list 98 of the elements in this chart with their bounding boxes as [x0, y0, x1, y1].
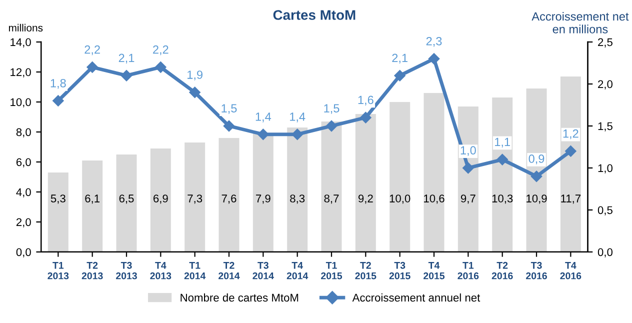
- bar: [424, 92, 444, 252]
- point: [565, 146, 576, 157]
- legend-label: Accroissement annuel net: [352, 293, 480, 302]
- x-tick-label: T3 2015: [389, 262, 410, 280]
- bar: [526, 88, 547, 252]
- data-label: 1,0: [460, 146, 476, 156]
- data-label: 11,7: [561, 194, 581, 204]
- data-label: 9,7: [460, 194, 476, 204]
- data-label: 10,0: [390, 194, 410, 204]
- point: [360, 112, 372, 124]
- point: [52, 95, 64, 106]
- point: [462, 162, 474, 174]
- data-label: 10,3: [492, 194, 513, 204]
- x-tick-label: T4 2013: [150, 262, 172, 280]
- data-label: 0,9: [528, 154, 544, 164]
- y2-tick-label: 0,0: [598, 248, 612, 258]
- bar: [252, 133, 274, 252]
- bar: [184, 142, 206, 252]
- data-label: 6,9: [154, 194, 168, 204]
- x-tick-label: T1 2015: [321, 262, 342, 280]
- y-axis-title: millions: [8, 24, 43, 32]
- data-label: 8,7: [324, 194, 339, 204]
- data-label: 10,9: [526, 194, 547, 204]
- y-tick-label: 6,0: [16, 158, 31, 168]
- chart-title: Cartes MtoM: [273, 10, 356, 20]
- y-tick-label: 12,0: [10, 68, 31, 78]
- point: [189, 86, 200, 98]
- data-label: 2,2: [153, 45, 168, 56]
- data-label: 7,6: [222, 194, 236, 204]
- data-label: 2,2: [84, 45, 100, 56]
- bar: [82, 160, 103, 252]
- point: [120, 70, 132, 82]
- bar: [116, 154, 137, 252]
- x-tick-label: T1 2014: [184, 262, 206, 280]
- data-label: 1,4: [256, 112, 272, 122]
- data-label: 10,6: [424, 194, 444, 204]
- bar: [150, 148, 171, 252]
- bar: [218, 138, 240, 252]
- data-label: 1,2: [563, 129, 578, 140]
- data-label: 9,2: [358, 194, 373, 204]
- bar: [560, 76, 581, 252]
- data-label: 6,5: [119, 194, 134, 204]
- x-tick-label: T2 2014: [218, 262, 240, 280]
- x-tick-label: T4 2016: [560, 262, 582, 280]
- point: [326, 120, 338, 132]
- bar: [48, 172, 68, 252]
- data-label: 1,5: [324, 104, 340, 114]
- y-tick-label: 0,0: [16, 248, 31, 258]
- x-tick-label: T4 2014: [286, 262, 308, 280]
- point: [496, 154, 508, 166]
- bar: [390, 102, 410, 252]
- data-label: 2,3: [426, 36, 442, 47]
- x-tick-label: T2 2015: [355, 262, 376, 280]
- y2-tick-label: 1,5: [598, 122, 612, 132]
- data-label: 5,3: [50, 194, 66, 204]
- data-label: 1,1: [495, 138, 510, 148]
- point: [394, 70, 406, 82]
- data-label: 6,1: [85, 194, 100, 204]
- data-label: 1,8: [50, 78, 66, 89]
- x-tick-label: T1 2013: [48, 262, 69, 280]
- data-label: 8,3: [290, 194, 305, 204]
- data-label: 7,3: [188, 194, 202, 204]
- point: [292, 128, 303, 140]
- y2-axis-title: Accroissement net en millions: [532, 12, 629, 34]
- x-tick-label: T3 2013: [116, 262, 137, 280]
- point: [258, 128, 269, 140]
- y-tick-label: 8,0: [16, 128, 31, 138]
- point: [428, 53, 440, 64]
- y2-tick-label: 1,0: [598, 164, 612, 174]
- y-tick-label: 14,0: [10, 38, 31, 48]
- data-label: 1,4: [290, 112, 306, 122]
- bar: [492, 97, 513, 252]
- y2-tick-label: 0,5: [598, 206, 612, 216]
- x-tick-label: T1 2016: [458, 262, 479, 280]
- x-tick-label: T3 2016: [526, 262, 547, 280]
- x-tick-label: T2 2013: [82, 262, 103, 280]
- x-tick-label: T2 2016: [492, 262, 513, 280]
- point: [155, 62, 166, 73]
- point: [530, 170, 542, 182]
- data-label: 7,9: [256, 194, 270, 204]
- bar: [287, 127, 308, 252]
- x-tick-label: T3 2014: [252, 262, 274, 280]
- y-tick-label: 2,0: [16, 218, 31, 228]
- legend-label: Nombre de cartes MtoM: [180, 293, 298, 302]
- bar: [321, 121, 342, 252]
- y-tick-label: 10,0: [10, 98, 31, 108]
- data-label: 1,5: [222, 104, 237, 114]
- y2-tick-label: 2,0: [598, 80, 612, 90]
- y-tick-label: 4,0: [16, 188, 31, 198]
- data-label: 2,1: [392, 54, 408, 64]
- point: [86, 62, 98, 73]
- bar: [355, 114, 376, 252]
- data-label: 1,9: [188, 70, 202, 80]
- data-label: 1,6: [358, 96, 374, 106]
- y2-tick-label: 2,5: [598, 38, 612, 48]
- x-tick-label: T4 2015: [424, 262, 445, 280]
- point: [223, 120, 235, 132]
- data-label: 2,1: [118, 54, 134, 64]
